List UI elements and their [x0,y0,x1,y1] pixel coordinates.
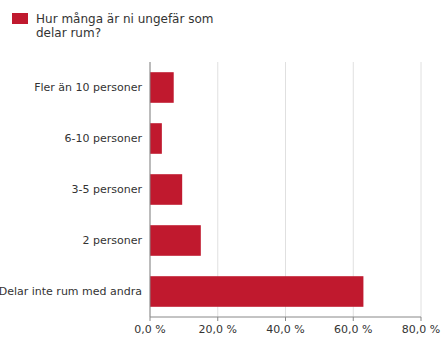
bars [150,72,363,307]
x-tick-label: 40,0 % [266,323,304,336]
x-tick [421,317,422,321]
x-tick [285,317,286,321]
x-tick-label: 0,0 % [134,323,165,336]
y-tick-label: 2 personer [83,234,143,247]
y-axis-line [150,62,151,317]
x-tick-label: 60,0 % [334,323,372,336]
legend-swatch [12,13,28,24]
y-axis: Delar inte rum med andra 2 personer 3-5 pe… [0,81,142,298]
x-tick-label: 20,0 % [199,323,237,336]
grid-line [150,62,151,317]
legend: Hur många är ni ungefär somdelar rum? [12,12,214,40]
bar [150,225,201,256]
y-tick-label: 3-5 personer [72,183,143,196]
x-tick [150,317,151,321]
grid-line [421,62,422,317]
bar [150,174,182,205]
x-axis: 0,0 % 20,0 % 40,0 % 60,0 % 80,0 % [134,317,440,336]
x-tick [353,317,354,321]
x-tick-label: 80,0 % [402,323,440,336]
x-axis-line [150,317,421,318]
legend-label: Hur många är ni ungefär somdelar rum? [36,12,214,40]
y-tick-label: 6-10 personer [65,132,143,145]
x-tick [217,317,218,321]
y-tick-label: Fler än 10 personer [34,81,142,94]
grid [150,62,421,317]
y-tick-label: Delar inte rum med andra [0,285,142,298]
bar [150,276,363,307]
chart: 0,0 % 20,0 % 40,0 % 60,0 % 80,0 % Delar inte … [0,0,441,353]
bar [150,123,162,154]
chart-container: 0,0 % 20,0 % 40,0 % 60,0 % 80,0 % Delar inte … [0,0,441,353]
bar [150,72,174,103]
